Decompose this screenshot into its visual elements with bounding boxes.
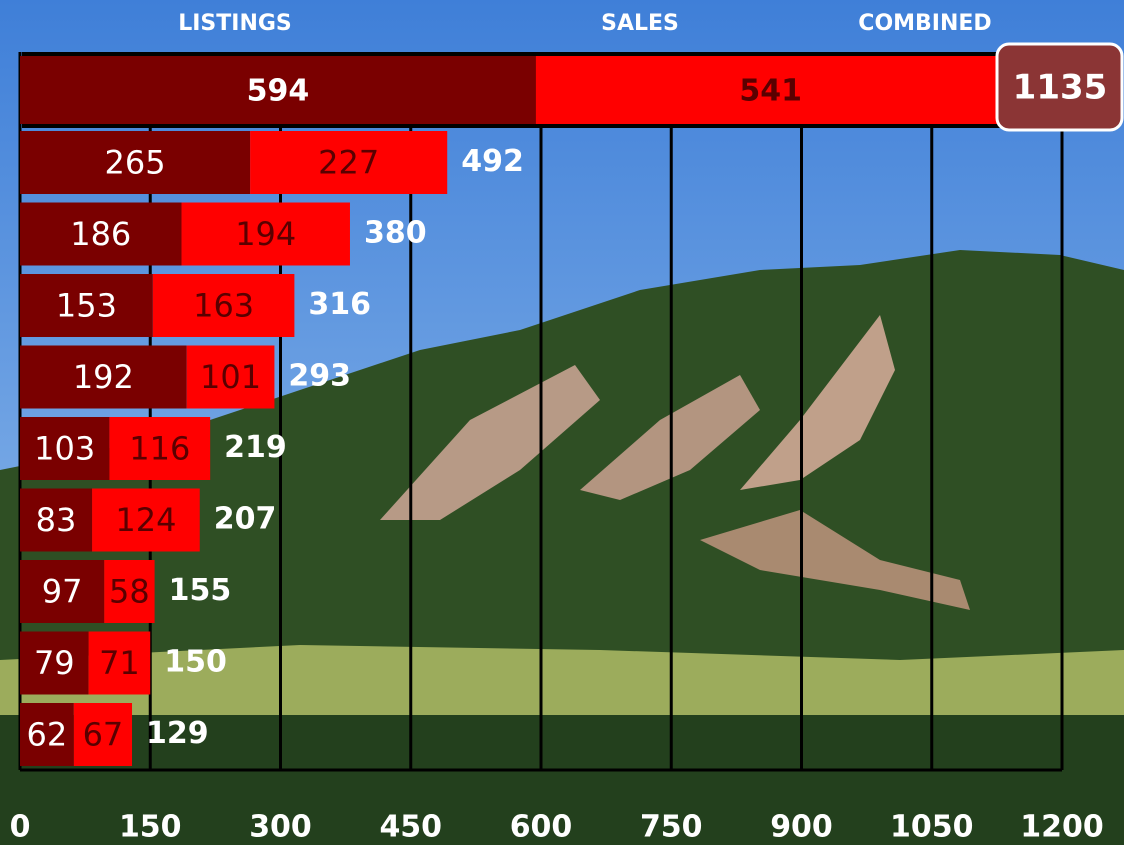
bar [20,631,89,695]
combined-label: 380 [364,216,427,251]
combined-label: 492 [461,144,524,179]
data-label: 153 [56,287,117,325]
bar [73,703,133,766]
bar [186,345,275,409]
bar [20,345,187,409]
bar [104,560,155,623]
combined-label: 293 [288,359,351,394]
data-label: 71 [99,644,140,682]
bar [250,131,448,194]
combined-label: 155 [169,573,232,608]
data-label: 62 [27,716,68,754]
x-tick-label: 0 [10,810,31,845]
bar [20,488,93,552]
bar [92,488,200,552]
bar [88,631,151,695]
combined-label: 1135 [1013,68,1108,108]
combined-label: 316 [308,287,371,322]
combined-label: 207 [214,502,277,537]
combined-label: 129 [146,716,209,751]
bar [20,202,182,266]
bar [20,417,110,480]
x-tick-label: 150 [119,810,182,845]
x-tick-label: 1050 [890,810,974,845]
legend-label: COMBINED [858,11,991,36]
bar [20,131,251,194]
data-label: 163 [193,287,254,325]
x-tick-label: 900 [770,810,833,845]
data-label: 194 [235,215,296,253]
x-tick-label: 300 [249,810,312,845]
combined-label: 219 [224,430,287,465]
trees [0,715,1124,845]
bar [20,703,74,766]
combined-label: 150 [164,645,227,680]
x-tick-label: 1200 [1020,810,1104,845]
rock [380,365,600,520]
data-label: 541 [739,74,802,109]
data-label: 101 [200,358,261,396]
bar [20,274,153,337]
legend-label: SALES [601,11,679,36]
data-label: 116 [129,430,190,468]
bar [535,56,1006,124]
data-label: 124 [115,501,176,539]
data-label: 79 [34,644,75,682]
legend-label: LISTINGS [178,11,292,36]
data-label: 265 [105,144,166,182]
data-label: 227 [318,144,379,182]
data-label: 58 [109,573,150,611]
combined-badge [995,42,1124,132]
rock [700,510,970,610]
data-label: 103 [34,430,95,468]
bar [20,56,536,124]
bar [109,417,211,480]
bar [152,274,295,337]
data-label: 186 [70,215,131,253]
x-tick-label: 750 [640,810,703,845]
data-label: 97 [42,573,83,611]
rock [740,315,895,490]
data-label: 67 [83,716,124,754]
bar [181,202,350,266]
data-label: 594 [247,74,310,109]
x-tick-label: 450 [379,810,442,845]
bar [20,560,105,623]
data-label: 83 [36,501,77,539]
data-label: 192 [73,358,134,396]
x-tick-label: 600 [510,810,573,845]
